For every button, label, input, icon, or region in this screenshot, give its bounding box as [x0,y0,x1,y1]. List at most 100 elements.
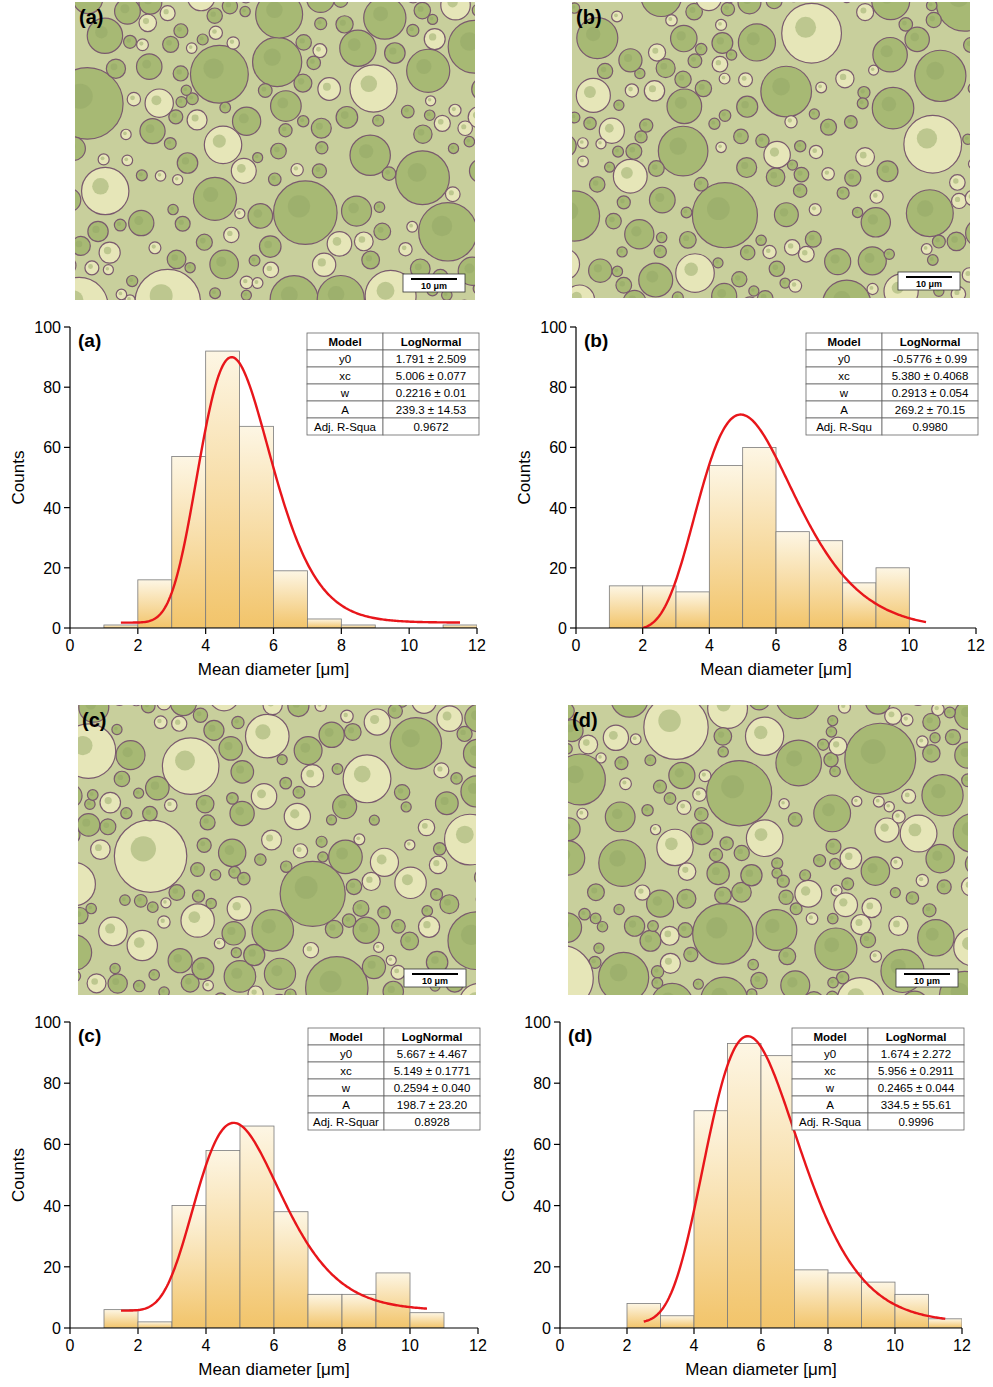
droplet [434,843,446,855]
droplet [945,730,960,745]
droplet-shade [240,875,244,879]
droplet [464,136,474,146]
image-label: (b) [576,6,602,28]
droplet [207,8,222,23]
droplet-shade [647,757,651,761]
droplet [268,173,281,186]
droplet [789,280,802,293]
droplet-shade [718,144,722,148]
droplet-shade [415,263,422,270]
droplet [116,289,127,300]
y-tick [64,447,70,448]
droplet-shade [873,953,877,957]
droplet-shade [101,156,105,160]
droplet [734,845,749,860]
table-value: 5.006 ± 0.077 [396,370,466,382]
droplet-shade [696,791,701,796]
droplet [451,773,462,784]
droplet-shade [607,164,611,168]
x-tick [205,628,206,634]
droplet [944,707,955,718]
droplet [611,705,648,717]
scale-bar-label: 10 μm [422,976,448,986]
droplet-shade [195,893,199,897]
droplet [828,716,838,726]
droplet-shade [424,908,428,912]
droplet-shade [92,178,109,195]
droplet [281,861,292,872]
droplet [782,3,842,63]
droplet-shade [780,878,784,882]
table-value: 198.7 ± 23.20 [397,1099,467,1111]
droplet [227,37,239,49]
droplet [239,2,253,3]
scale-bar [906,276,952,278]
x-tick [975,628,976,634]
droplet [653,780,666,793]
droplet [158,916,170,928]
droplet [761,66,812,117]
x-tick-label: 8 [838,637,847,654]
droplet [159,987,169,995]
droplet-shade [178,99,182,103]
table-label: xc [824,1065,836,1077]
droplet [458,121,473,136]
droplet-shade [131,836,156,861]
droplet-shade [139,42,143,46]
table-label: w [340,387,350,399]
droplet [134,980,145,991]
droplet [861,857,889,885]
droplet [463,739,476,768]
x-tick-label: 0 [66,1337,75,1354]
droplet [253,153,263,163]
droplet [362,956,385,979]
droplet [857,4,874,21]
droplet-shade [616,907,620,911]
droplet-shade [375,118,379,122]
y-tick-label: 60 [533,1136,551,1153]
droplet [741,245,755,259]
droplet-shade [279,757,283,761]
droplet-shade [255,724,270,739]
droplet [677,889,696,908]
table-label: y0 [340,1048,352,1060]
droplet-shade [187,265,191,269]
droplet-shade [619,281,624,286]
droplet [110,963,120,973]
droplet-shade [123,747,133,757]
droplet [873,37,907,71]
droplet-shade [179,220,184,225]
droplet-shade [868,214,878,224]
droplet-shade [475,164,476,172]
droplet-shade [106,267,110,271]
droplet [884,802,894,812]
droplet [378,906,391,919]
droplet-shade [951,236,958,243]
droplet [264,958,295,989]
x-tick [693,1328,694,1334]
droplet-shade [76,241,83,248]
droplet-shade [793,905,797,909]
droplet-shade [628,87,633,92]
droplet-shade [594,264,602,272]
droplet [672,292,683,298]
table-label: A [342,1099,350,1111]
droplet [414,125,432,143]
y-tick [570,627,576,628]
droplet [647,890,674,917]
droplet-shade [297,847,302,852]
droplet-shade [126,38,131,43]
droplet [114,219,126,231]
droplet-shade [235,719,239,723]
droplet [141,705,155,713]
droplet [285,989,296,995]
droplet-shade [861,739,886,764]
droplet [818,739,829,750]
droplet-shade [766,248,771,253]
droplet-shade [217,941,221,945]
droplet [845,116,858,129]
droplet [374,942,384,952]
droplet-shade [893,921,900,928]
droplet-shade [231,968,242,979]
droplet-shade [175,719,180,724]
